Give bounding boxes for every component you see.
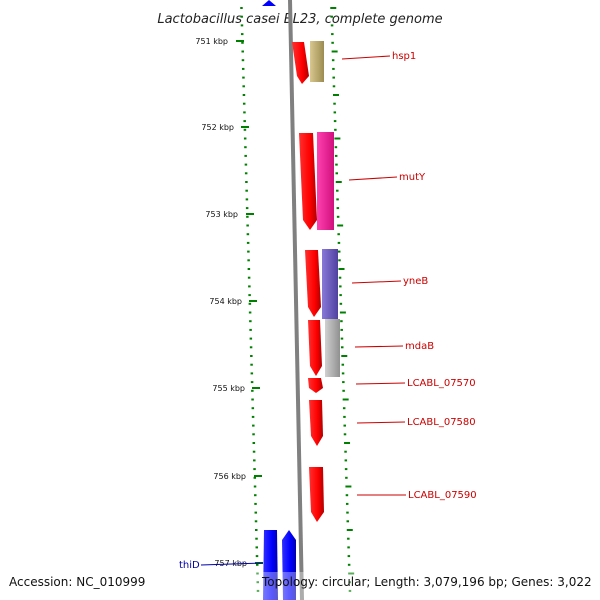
leader-hsp1 — [341, 55, 391, 60]
cog-bar-mutY — [317, 132, 334, 230]
gene-arrow-thiD[interactable] — [263, 530, 278, 600]
footer-band — [0, 572, 600, 600]
gene-label-LCABL_07580[interactable]: LCABL_07580 — [407, 417, 476, 428]
tick-label-754: 754 kbp — [209, 297, 242, 306]
leader-mutY — [348, 176, 398, 181]
gene-label-LCABL_07590[interactable]: LCABL_07590 — [408, 490, 477, 501]
gene-label-thiD[interactable]: thiD — [179, 560, 200, 571]
cog-bar-mdaB — [325, 319, 340, 377]
tick-753: 753 kbp — [205, 210, 254, 219]
cog-bar-hsp1 — [310, 41, 324, 82]
leader-LCABL_07570 — [355, 382, 406, 385]
genome-backbone — [288, 0, 304, 600]
tick-label-757: 757 kbp — [214, 559, 247, 568]
gene-arrow-mutY[interactable] — [299, 133, 317, 230]
tick-754: 754 kbp — [209, 297, 257, 306]
leader-mdaB — [354, 345, 404, 348]
gene-arrow-LCABL_07580[interactable] — [309, 400, 323, 446]
gene-arrow-LCABL_07570[interactable] — [308, 378, 323, 393]
accession-text: Accession: NC_010999 — [9, 575, 145, 589]
summary-text: Topology: circular; Length: 3,079,196 bp… — [261, 575, 592, 589]
leader-thiD — [200, 562, 264, 566]
tick-752: 752 kbp — [201, 123, 249, 132]
tick-label-755: 755 kbp — [212, 384, 245, 393]
gene-arrow-yneB[interactable] — [305, 250, 321, 317]
gene-label-mdaB[interactable]: mdaB — [405, 341, 434, 352]
tick-label-752: 752 kbp — [201, 123, 234, 132]
inner-ruler — [240, 7, 260, 592]
tick-756: 756 kbp — [213, 472, 262, 481]
gene-arrow-LCABL_07590[interactable] — [309, 467, 324, 522]
gene-label-LCABL_07570[interactable]: LCABL_07570 — [407, 378, 476, 389]
tick-label-756: 756 kbp — [213, 472, 246, 481]
leader-LCABL_07580 — [356, 421, 406, 424]
map-title: Lactobacillus casei BL23, complete genom… — [157, 12, 442, 27]
leader-yneB — [351, 280, 402, 284]
tick-751: 751 kbp — [195, 37, 244, 46]
gene-label-hsp1[interactable]: hsp1 — [392, 51, 416, 62]
gene-arrow-blue-2[interactable] — [282, 530, 296, 600]
tick-label-753: 753 kbp — [205, 210, 238, 219]
top-feature-stub — [262, 0, 276, 6]
tick-755: 755 kbp — [212, 384, 260, 393]
gene-arrow-mdaB[interactable] — [308, 320, 322, 376]
gene-arrow-hsp1[interactable] — [292, 42, 309, 84]
outer-ruler — [330, 7, 355, 592]
gene-label-yneB[interactable]: yneB — [403, 276, 428, 287]
cog-bar-yneB — [322, 249, 338, 319]
gene-label-mutY[interactable]: mutY — [399, 172, 426, 183]
tick-label-751: 751 kbp — [195, 37, 228, 46]
